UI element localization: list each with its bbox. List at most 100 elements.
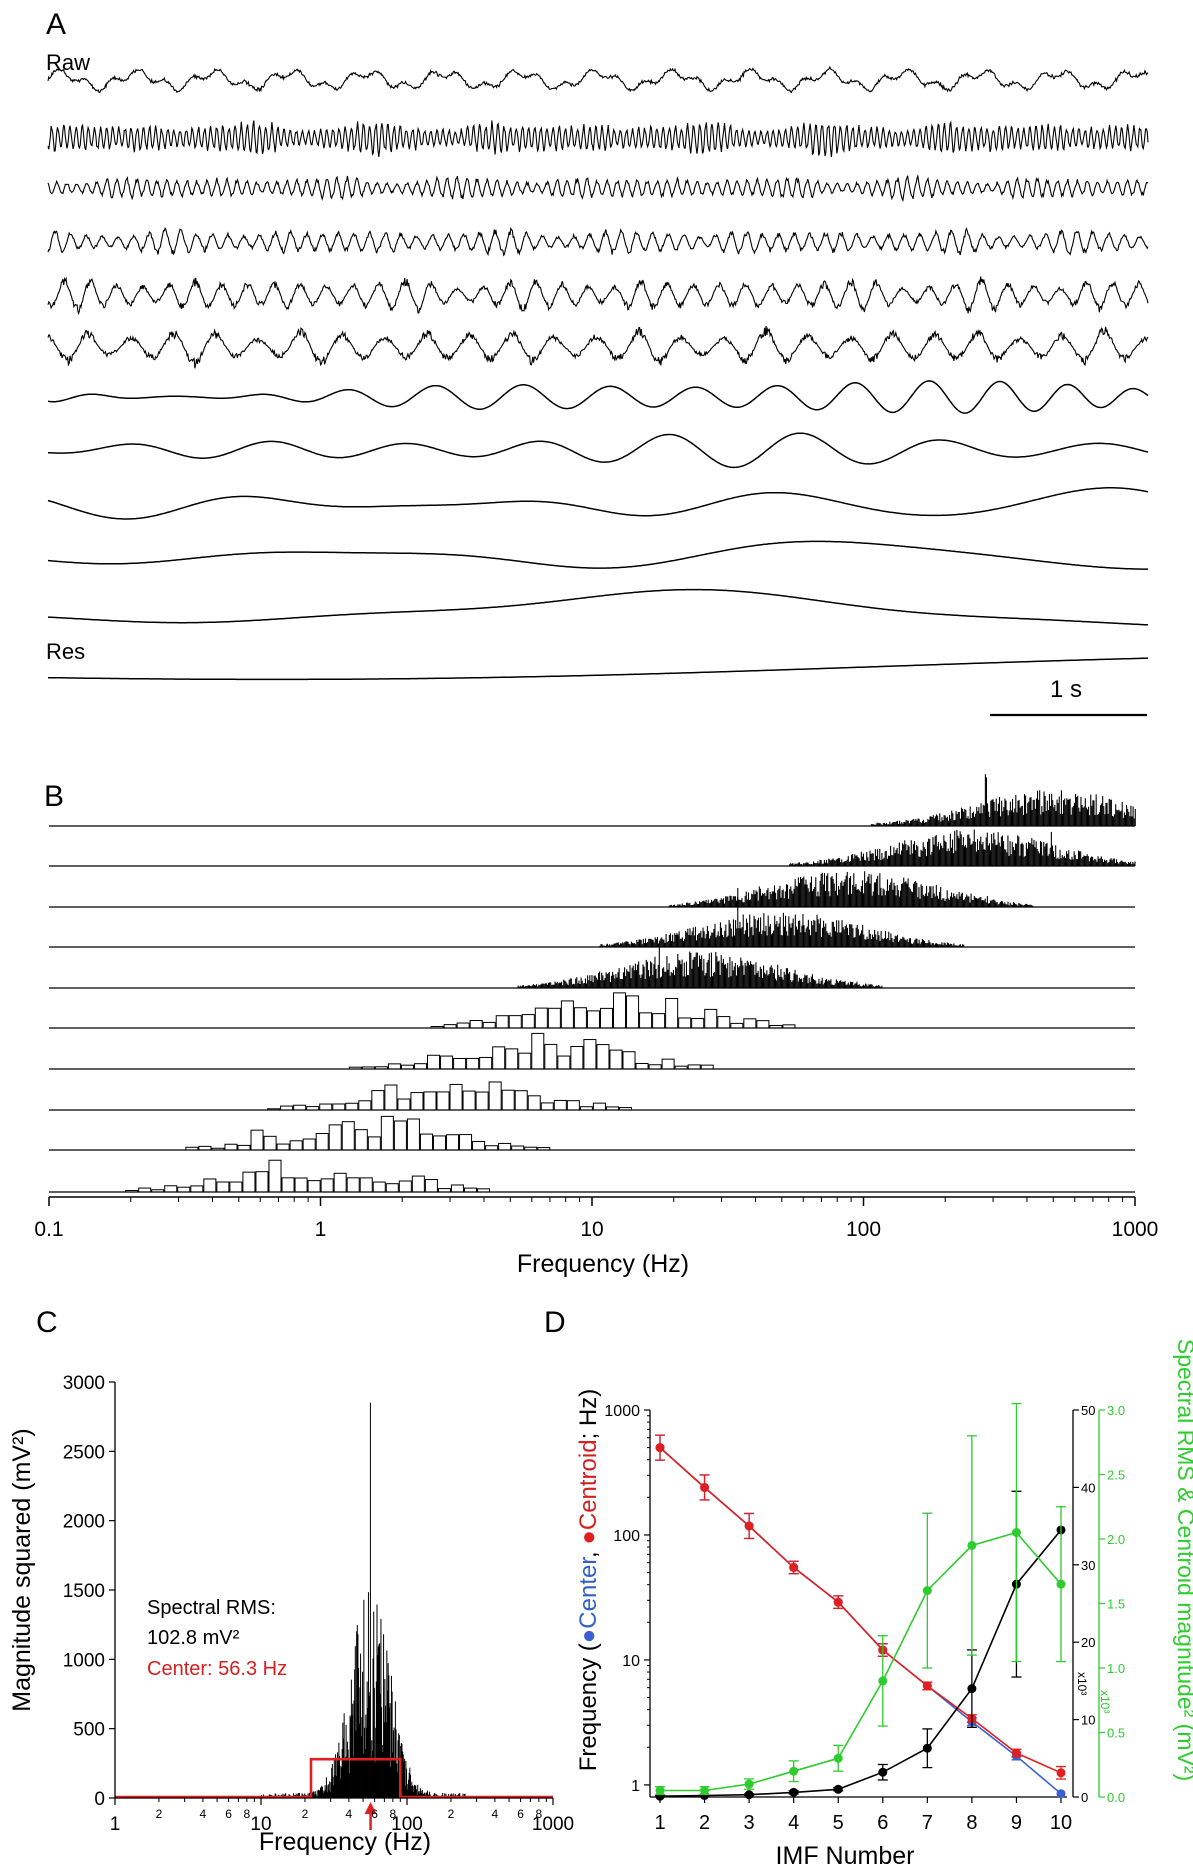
spectrum-bar [879,823,881,826]
spectrum-bar [898,842,900,866]
spectrum-bar [711,976,714,988]
spectrum-bar [557,1055,571,1070]
spectrum-bar [725,896,727,907]
spectrum-bar [1028,841,1030,866]
spectrum-bar [670,904,672,907]
spectrum-bar [845,861,847,866]
spectrum-bar [229,1181,243,1193]
spectrum-bar [559,982,562,988]
spectrum-bar [1038,853,1040,866]
spectrum-bar [268,1159,282,1193]
spectrum-bar [892,942,894,947]
spectrum-bar [992,899,994,907]
spectrum-bar [930,854,932,866]
data-point-red [833,1597,843,1607]
spectrum-bar [836,981,838,988]
spectrum-bar [922,939,925,947]
spectrum-bar [842,885,844,907]
spectrum-bar [783,926,786,947]
spectrum-bar [918,887,920,907]
spectrum-bar [814,979,816,988]
spectrum-bar [604,978,606,988]
spectrum-bar [754,919,756,947]
spectrum-bar [740,900,742,907]
spectrum-bar [773,885,776,907]
spectrum-bar [943,942,945,947]
spectrum-bar [685,931,687,947]
panel-d-right-tick-label: 1.5 [1107,1597,1125,1612]
spectrum-bar [794,914,796,947]
spectrum-bar [909,820,912,826]
spectrum-bar [1094,814,1096,826]
spectrum-bar [839,932,841,947]
spectrum-bar [649,938,651,947]
spectrum-bar [593,975,595,988]
spectrum-bar [803,925,805,947]
spectrum-bar [661,937,663,947]
spectrum-bar [653,942,655,947]
spectrum-bar [584,978,587,988]
spectrum-bar [991,900,993,907]
spectrum-bar [715,937,717,947]
spectrum-bar [802,913,804,947]
spectrum-bar [511,1145,525,1151]
spectrum-bar [1083,806,1085,826]
spectrum-bar [724,903,726,907]
spectrum-bar [912,883,915,907]
spectrum-bar [566,983,568,988]
spectrum-bar [653,964,655,988]
spectrum-bar [937,841,939,866]
spectrum-bar [914,820,916,826]
spectrum-bar [813,919,815,947]
spectrum-bar [985,837,987,866]
spectrum-bar [822,984,824,988]
spectrum-bar [879,941,881,947]
spectrum-bar [1092,800,1094,826]
trace-3 [47,174,1149,203]
spectrum-bar [700,902,702,907]
spectrum-bar [995,845,997,866]
spectrum-bar [811,864,813,866]
spectrum-bar [810,864,812,866]
spectrum-bar [792,918,794,947]
spectrum-bar [770,965,772,988]
spectrum-bar [710,952,712,988]
spectrum-bar [926,885,928,907]
panel-d-xtick-label: 10 [1050,1812,1072,1834]
spectrum-bar [1002,811,1004,826]
spectrum-bar [698,933,700,947]
spectrum-bar [854,936,856,947]
spectrum-bar [745,918,748,947]
spectrum-bar [972,899,974,907]
spectrum-bar [1134,809,1136,826]
spectrum-bar [957,945,959,947]
spectrum-bar [608,971,610,988]
spectrum-bar [978,898,980,907]
panel-d-right-ylabel: Spectral RMS & Centroid magnitude² (mV²) [1173,1339,1193,1781]
spectrum-bar [806,926,808,947]
spectrum-bar [867,857,869,866]
spectrum-bar [871,853,873,866]
spectrum-bar [1013,849,1015,866]
spectrum-bar [846,927,849,947]
spectrum-bar [1010,854,1012,866]
annotation-rms-title: Spectral RMS: [147,1597,276,1619]
spectrum-bar [505,1048,519,1070]
spectrum-bar [1106,802,1108,826]
spectrum-bar [657,943,660,947]
spectrum-bar [640,977,642,988]
spectrum-bar [739,966,741,988]
spectrum-bar [684,976,686,988]
spectrum-bar [969,902,971,907]
spectrum-bar [825,890,827,907]
spectrum-bar [556,981,558,988]
spectrum-bar [694,926,696,947]
spectrum-bar [380,1115,394,1151]
spectrum-bar [1111,860,1113,866]
spectrum-bar [672,969,674,988]
spectrum-bar [875,985,878,988]
spectrum-bar [638,961,640,988]
spectrum-bar [804,932,806,947]
spectrum-bar [767,975,769,988]
spectrum-bar [755,890,757,907]
